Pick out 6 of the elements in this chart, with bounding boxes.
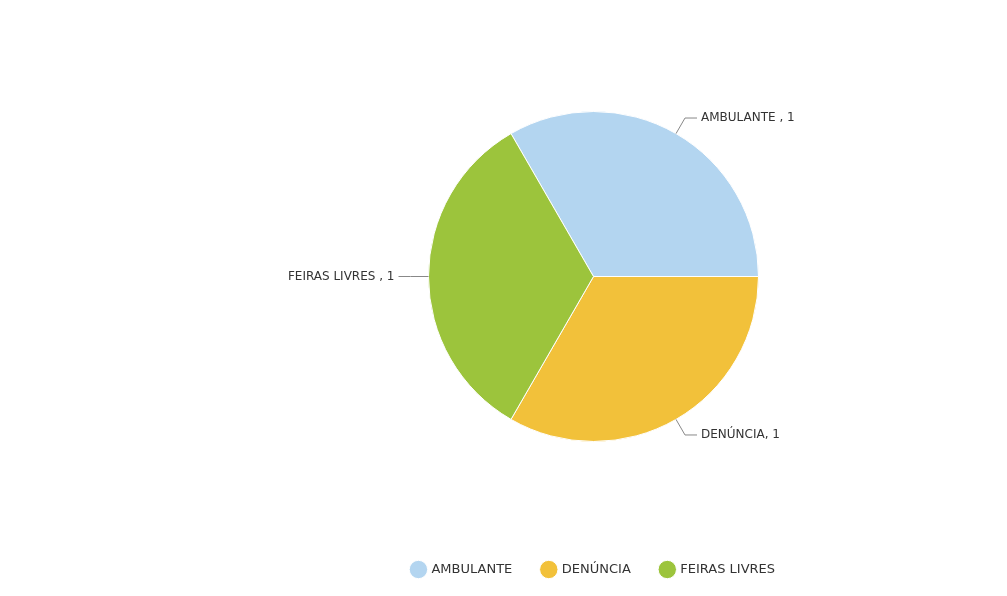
data-label: DENÚNCIA, 1 bbox=[701, 426, 780, 442]
data-label: AMBULANTE , 1 bbox=[701, 110, 795, 125]
legend-label: DENÚNCIA bbox=[561, 560, 631, 576]
legend-label: AMBULANTE bbox=[431, 560, 513, 576]
legend-label: FEIRAS LIVRES bbox=[680, 560, 776, 576]
data-label: FEIRAS LIVRES , 1 bbox=[287, 268, 395, 283]
